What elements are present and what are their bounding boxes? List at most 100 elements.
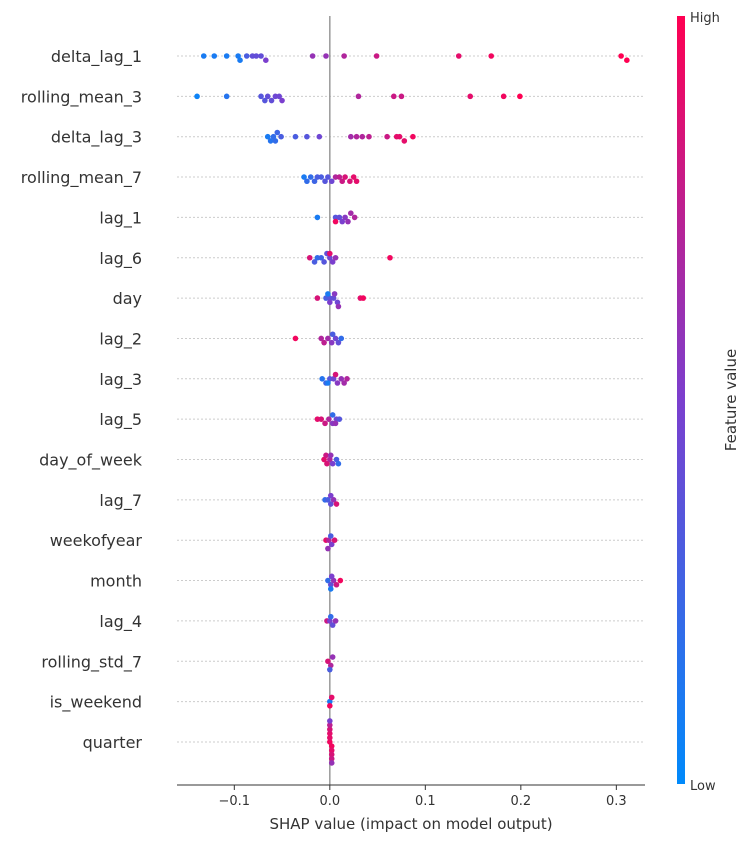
- shap-point-lag_3-4: [334, 380, 341, 386]
- shap-point-day_of_week-5: [335, 460, 342, 467]
- shap-point-rolling_std_7-2: [329, 654, 336, 660]
- feature-label-lag_3: lag_3: [99, 370, 142, 390]
- shap-point-lag_5-6: [336, 416, 343, 422]
- shap-point-delta_lag_1-8: [258, 53, 264, 59]
- shap-point-lag_4-3: [332, 618, 339, 624]
- shap-point-lag_1-5: [345, 218, 351, 225]
- shap-point-quarter-6: [327, 726, 333, 733]
- shap-point-delta_lag_1-11: [323, 53, 329, 59]
- shap-point-rolling_mean_3-1: [223, 93, 230, 100]
- shap-point-delta_lag_3-7: [304, 133, 310, 140]
- shap-point-is_weekend-2: [328, 694, 335, 701]
- shap-point-delta_lag_1-17: [624, 57, 630, 63]
- shap-point-delta_lag_1-12: [341, 53, 347, 59]
- shap-point-rolling_mean_7-14: [350, 174, 357, 180]
- shap-point-day_of_week-6: [323, 452, 329, 459]
- feature-label-quarter: quarter: [83, 733, 143, 752]
- shap-point-month-2: [330, 577, 337, 584]
- shap-point-lag_1-7: [351, 214, 358, 221]
- shap-point-month-5: [328, 573, 335, 580]
- shap-point-lag_3-9: [325, 380, 331, 386]
- feature-label-lag_5: lag_5: [99, 410, 142, 430]
- shap-point-rolling_mean_3-9: [355, 93, 362, 100]
- feature-label-month: month: [90, 572, 142, 591]
- shap-point-weekofyear-3: [331, 537, 338, 543]
- shap-point-rolling_mean_3-7: [276, 93, 282, 100]
- feature-label-day_of_week: day_of_week: [39, 451, 143, 471]
- shap-point-quarter-0: [327, 739, 333, 745]
- shap-point-weekofyear-5: [325, 545, 331, 552]
- shap-point-day-10: [360, 295, 367, 301]
- shap-point-lag_2-5: [332, 335, 339, 342]
- shap-point-lag_2-1: [318, 335, 325, 342]
- shap-point-delta_lag_3-0: [264, 133, 271, 140]
- shap-point-lag_2-7: [338, 335, 345, 342]
- feature-label-rolling_mean_3: rolling_mean_3: [21, 87, 142, 107]
- shap-point-lag_2-8: [329, 331, 336, 338]
- shap-point-month-3: [333, 581, 340, 588]
- x-tick-label: 0.1: [415, 794, 436, 809]
- shap-point-day-3: [330, 295, 337, 301]
- shap-point-lag_3-0: [319, 376, 325, 382]
- shap-point-lag_1-6: [348, 210, 354, 216]
- shap-point-lag_4-1: [327, 618, 333, 624]
- shap-point-delta_lag_3-3: [272, 138, 279, 144]
- shap-point-lag_7-3: [330, 497, 337, 503]
- shap-point-lag_7-1: [325, 497, 331, 503]
- shap-point-quarter-4: [327, 730, 333, 737]
- feature-labels: delta_lag_1 rolling_mean_3 delta_lag_3roll…: [21, 47, 143, 752]
- shap-point-rolling_mean_3-11: [398, 93, 405, 100]
- shap-point-lag_1-8: [332, 218, 339, 225]
- shap-point-lag_6-9: [327, 250, 333, 257]
- shap-point-delta_lag_1-2: [223, 53, 230, 59]
- shap-point-delta_lag_1-5: [243, 53, 250, 59]
- shap-points: [194, 53, 630, 766]
- shap-point-delta_lag_3-6: [292, 133, 299, 140]
- shap-point-delta_lag_3-15: [396, 133, 403, 140]
- shap-point-delta_lag_3-10: [353, 133, 360, 140]
- shap-point-delta_lag_1-1: [211, 53, 218, 59]
- feature-label-lag_2: lag_2: [99, 329, 142, 349]
- shap-point-rolling_mean_3-12: [467, 93, 474, 100]
- shap-point-lag_1-2: [336, 214, 343, 221]
- shap-point-rolling_mean_7-13: [347, 178, 353, 185]
- shap-point-delta_lag_1-7: [253, 53, 260, 59]
- shap-point-rolling_mean_7-8: [328, 178, 335, 185]
- shap-point-rolling_mean_7-12: [342, 174, 348, 180]
- shap-point-delta_lag_3-17: [410, 133, 416, 140]
- shap-point-lag_1-3: [339, 218, 346, 225]
- shap-point-rolling_mean_7-11: [339, 178, 346, 185]
- shap-point-rolling_mean_7-5: [318, 174, 325, 180]
- shap-point-delta_lag_1-0: [200, 53, 207, 59]
- shap-point-lag_3-6: [341, 380, 347, 386]
- shap-point-lag_2-2: [321, 339, 327, 346]
- shap-point-lag_2-4: [328, 339, 335, 346]
- shap-point-delta_lag_3-13: [384, 133, 390, 140]
- shap-point-rolling_std_7-3: [327, 666, 333, 673]
- shap-point-day_of_week-3: [329, 460, 336, 467]
- shap-point-quarter-3: [328, 747, 335, 754]
- feature-label-rolling_std_7: rolling_std_7: [41, 652, 142, 672]
- shap-point-lag_6-4: [321, 259, 327, 265]
- shap-point-delta_lag_1-14: [455, 53, 462, 59]
- shap-point-lag_4-2: [329, 622, 336, 628]
- feature-label-delta_lag_3: delta_lag_3: [51, 128, 142, 148]
- shap-point-lag_6-10: [387, 254, 393, 261]
- shap-point-rolling_mean_3-4: [264, 93, 271, 100]
- shap-point-lag_5-8: [329, 412, 336, 418]
- shap-point-month-1: [327, 581, 334, 588]
- shap-point-rolling_std_7-1: [327, 662, 334, 669]
- shap-point-day-0: [314, 295, 321, 301]
- shap-point-delta_lag_3-2: [270, 133, 277, 140]
- shap-point-lag_7-4: [333, 501, 340, 507]
- shap-point-lag_6-3: [318, 254, 325, 261]
- shap-point-rolling_mean_3-5: [268, 97, 275, 104]
- shap-point-delta_lag_3-9: [348, 133, 354, 140]
- shap-point-quarter-10: [327, 718, 333, 724]
- shap-point-delta_lag_3-11: [359, 133, 366, 140]
- feature-label-weekofyear: weekofyear: [50, 531, 143, 550]
- shap-point-rolling_mean_7-6: [322, 178, 328, 185]
- shap-point-lag_6-7: [329, 259, 336, 265]
- shap-point-quarter-5: [328, 751, 335, 758]
- shap-point-lag_6-6: [327, 254, 333, 261]
